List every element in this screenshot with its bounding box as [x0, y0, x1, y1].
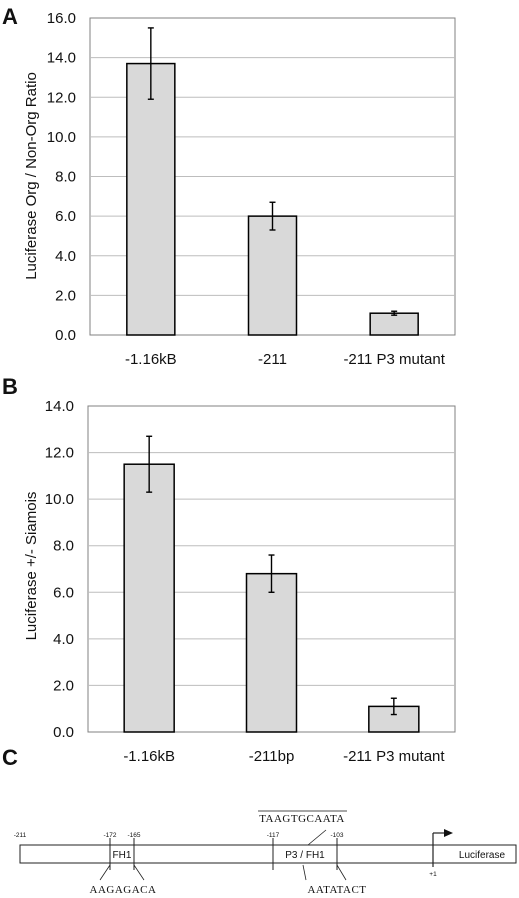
y-tick-label: 12.0 — [47, 89, 76, 106]
y-tick-label: 10.0 — [45, 491, 74, 508]
promoter-strip — [19, 844, 517, 864]
y-ticks-a: 0.0 2.0 4.0 6.0 8.0 10.0 12.0 14.0 16.0 — [47, 10, 76, 344]
chart-panel-b: B 0.0 2.0 4.0 6.0 8.0 10.0 12.0 14.0 -1.16kB -21… — [2, 374, 456, 765]
y-tick-label: 8.0 — [55, 169, 76, 186]
y-tick-label: 4.0 — [53, 631, 74, 648]
p3-fh1-box-label: P3 / FH1 — [285, 850, 325, 861]
promoter-diagram: C TAAGTGCAATA -211 -172 -165 -117 -103 +… — [2, 745, 517, 896]
y-tick-label: 14.0 — [45, 398, 74, 415]
y-tick-label: 10.0 — [47, 129, 76, 146]
position-label: -165 — [127, 832, 140, 839]
tss-arrow-icon — [444, 829, 453, 837]
sequence-left: AAGAGACA — [90, 884, 157, 896]
chart-panel-a: A 0.0 2.0 4.0 6.0 8.0 10.0 12.0 14.0 16.0 -1.16k… — [2, 4, 456, 368]
panel-label-b: B — [2, 374, 18, 399]
bar — [368, 705, 420, 733]
y-tick-label: 6.0 — [55, 208, 76, 225]
bars-a — [126, 27, 419, 336]
y-tick-label: 2.0 — [55, 287, 76, 304]
y-tick-label: 8.0 — [53, 538, 74, 555]
sequence-left-pointer-1 — [99, 864, 111, 881]
panel-label-c: C — [2, 745, 18, 770]
x-ticks-b: -1.16kB -211bp -211 P3 mutant — [123, 748, 445, 765]
sequence-right-pointer-2 — [336, 864, 347, 881]
y-tick-label: 16.0 — [47, 10, 76, 27]
bar — [247, 215, 298, 336]
x-tick-label: -211bp — [249, 748, 295, 765]
bars-b — [123, 435, 420, 733]
x-ticks-a: -1.16kB -211 -211 P3 mutant — [125, 351, 446, 368]
y-tick-label: 0.0 — [55, 327, 76, 344]
x-tick-label: -211 P3 mutant — [343, 748, 445, 765]
luciferase-box-label: Luciferase — [459, 850, 506, 861]
y-tick-label: 6.0 — [53, 584, 74, 601]
x-tick-label: -211 P3 mutant — [343, 351, 445, 368]
sequence-left-pointer-2 — [133, 864, 145, 881]
y-axis-label-b: Luciferase +/- Siamois — [23, 492, 40, 641]
fh1-box-label: FH1 — [113, 850, 132, 861]
bar — [245, 572, 298, 733]
y-tick-label: 2.0 — [53, 677, 74, 694]
sequence-right-pointer-1 — [302, 864, 307, 881]
position-label: +1 — [429, 871, 437, 878]
position-label: -211 — [14, 832, 27, 839]
sequence-top: TAAGTGCAATA — [259, 813, 345, 825]
position-label: -172 — [103, 832, 116, 839]
x-tick-label: -211 — [258, 351, 287, 368]
bar — [123, 463, 175, 733]
sequence-top-pointer — [307, 829, 327, 846]
y-ticks-b: 0.0 2.0 4.0 6.0 8.0 10.0 12.0 14.0 — [45, 398, 74, 741]
y-tick-label: 4.0 — [55, 248, 76, 265]
panel-label-a: A — [2, 4, 18, 29]
position-label: -117 — [267, 832, 280, 839]
y-tick-label: 0.0 — [53, 724, 74, 741]
position-label: -103 — [330, 832, 343, 839]
x-tick-label: -1.16kB — [123, 748, 175, 765]
y-axis-label-a: Luciferase Org / Non-Org Ratio — [23, 72, 40, 280]
sequence-right: AATATACT — [307, 884, 366, 896]
y-tick-label: 12.0 — [45, 445, 74, 462]
x-tick-label: -1.16kB — [125, 351, 177, 368]
bar — [369, 312, 419, 336]
bar — [126, 62, 176, 336]
y-tick-label: 14.0 — [47, 50, 76, 67]
